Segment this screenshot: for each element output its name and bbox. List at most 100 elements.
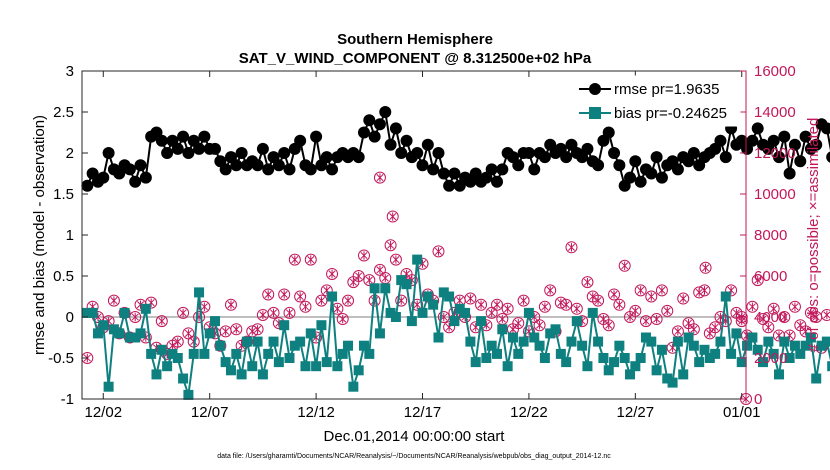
obs-assimilated-point — [653, 314, 661, 324]
bias-point — [433, 332, 444, 343]
bias-point — [151, 369, 162, 380]
obs-possible-point — [464, 292, 477, 305]
x-axis-label: Dec.01,2014 00:00:00 start — [324, 428, 506, 445]
bias-point — [444, 291, 455, 302]
y2-tick-label: 4000 — [754, 309, 787, 326]
rmse-point — [427, 163, 440, 176]
y-tick-label: -1 — [61, 391, 74, 408]
obs-possible-point — [783, 329, 796, 342]
bias-point — [593, 336, 604, 347]
obs-possible-point — [118, 306, 131, 319]
bias-point — [92, 328, 103, 339]
bias-point — [225, 365, 236, 376]
bias-point — [736, 357, 747, 368]
rmse-point — [432, 147, 445, 159]
obs-assimilated-point — [477, 300, 485, 309]
bias-point — [513, 348, 524, 359]
bias-point — [587, 307, 598, 318]
bias-point — [82, 307, 93, 318]
obs-assimilated-point — [466, 294, 474, 303]
obs-assimilated-point — [690, 325, 698, 334]
bias-point — [603, 365, 614, 376]
bias-point — [502, 361, 513, 372]
y-tick-label: 0.5 — [53, 268, 74, 285]
bias-point — [114, 328, 125, 339]
rmse-point — [129, 175, 142, 188]
obs-possible-point — [746, 300, 759, 313]
obs-assimilated-point — [174, 337, 182, 346]
bias-point — [779, 336, 790, 347]
y-tick-label: 2 — [66, 145, 74, 162]
bias-point — [710, 348, 721, 359]
obs-assimilated-point — [770, 304, 778, 313]
y2-tick-label: 10000 — [754, 186, 796, 203]
rmse-point — [198, 130, 211, 143]
obs-assimilated-point — [663, 306, 671, 316]
obs-assimilated-point — [301, 302, 310, 311]
obs-possible-point — [491, 298, 503, 311]
rmse-point — [400, 134, 413, 147]
bias-point — [236, 369, 247, 380]
rmse-point — [357, 126, 370, 139]
rmse-point — [209, 142, 222, 155]
obs-assimilated-point — [796, 321, 804, 330]
bias-point — [146, 348, 157, 359]
obs-possible-point — [267, 306, 280, 319]
obs-possible-point — [522, 325, 535, 338]
bias-point — [460, 307, 471, 318]
rmse-point — [251, 159, 264, 172]
bias-point — [678, 369, 689, 380]
obs-assimilated-point — [248, 327, 256, 336]
obs-possible-point — [432, 245, 445, 258]
obs-assimilated-point — [456, 296, 464, 305]
obs-possible-point — [788, 300, 801, 313]
obs-assimilated-point — [546, 286, 554, 295]
obs-possible-point — [107, 294, 120, 307]
obs-assimilated-point — [562, 300, 570, 309]
obs-possible-point — [581, 276, 594, 289]
bias-point — [135, 328, 146, 339]
bias-point — [492, 348, 502, 359]
obs-assimilated-point — [392, 255, 400, 264]
rmse-point — [411, 147, 424, 159]
rmse-point — [395, 147, 408, 159]
rmse-point — [783, 167, 796, 180]
obs-assimilated-point — [434, 247, 443, 256]
rmse-series — [81, 106, 830, 192]
bias-point — [715, 336, 726, 347]
bias-point — [396, 275, 407, 286]
obs-possible-point — [709, 321, 722, 334]
bias-point — [257, 369, 268, 380]
obs-assimilated-point — [573, 304, 581, 313]
bias-point — [98, 320, 109, 331]
obs-assimilated-point — [514, 318, 522, 328]
bias-point — [422, 291, 433, 302]
bias-point — [609, 357, 620, 368]
obs-possible-point — [475, 298, 488, 311]
obs-possible-point — [699, 261, 712, 274]
obs-assimilated-point — [339, 314, 347, 324]
obs-assimilated-point — [168, 341, 177, 350]
rmse-point — [235, 147, 248, 159]
legend-rmse-label: rmse pr=1.9635 — [614, 81, 719, 98]
legend: rmse pr=1.9635 bias pr=-0.24625 — [573, 75, 741, 127]
bias-point — [428, 299, 439, 310]
obs-assimilated-point — [823, 310, 830, 320]
obs-possible-point — [320, 284, 333, 297]
obs-assimilated-point — [179, 308, 187, 318]
y2-tick-label: 6000 — [754, 268, 787, 285]
rmse-point — [384, 138, 397, 151]
obs-assimilated-point — [764, 323, 772, 332]
obs-assimilated-point — [259, 310, 267, 320]
rmse-point — [278, 147, 291, 159]
bias-point — [667, 377, 678, 388]
bias-point — [438, 287, 449, 298]
obs-assimilated-point — [264, 290, 272, 299]
bias-point — [273, 357, 284, 368]
rmse-point — [352, 151, 365, 164]
bias-point — [582, 361, 593, 372]
bias-point — [577, 340, 588, 351]
rmse-point — [363, 114, 376, 127]
rmse-point — [379, 106, 392, 118]
bias-point — [688, 340, 699, 351]
